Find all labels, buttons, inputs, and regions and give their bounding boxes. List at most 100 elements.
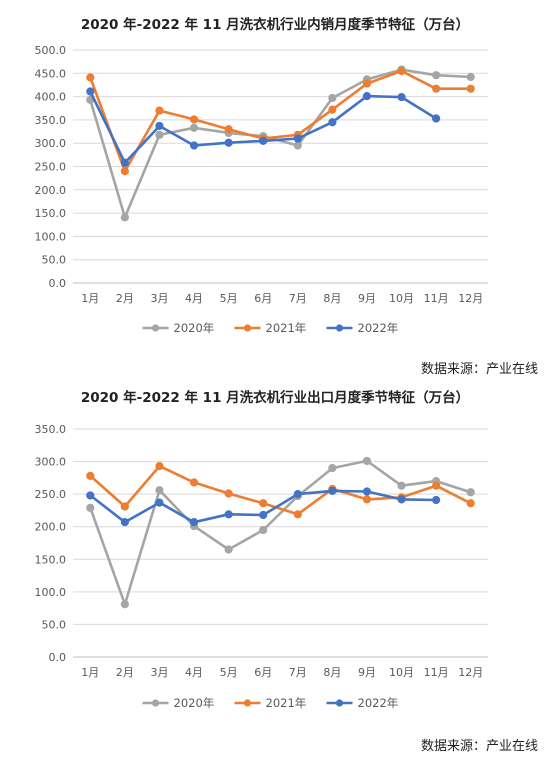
x-tick-label: 10月 — [389, 292, 414, 305]
data-point — [189, 141, 199, 150]
x-tick-label: 11月 — [424, 666, 449, 679]
x-tick-label: 10月 — [389, 666, 414, 679]
x-tick-label: 7月 — [289, 292, 307, 305]
x-tick-label: 3月 — [150, 666, 168, 679]
x-tick-label: 8月 — [323, 666, 341, 679]
data-point — [120, 600, 129, 609]
data-point — [328, 105, 337, 114]
data-point — [224, 138, 233, 147]
y-tick-label: 0.0 — [49, 651, 67, 664]
data-point — [432, 495, 441, 505]
data-point — [224, 125, 233, 134]
y-tick-label: 250.0 — [35, 161, 67, 174]
data-point — [293, 134, 302, 143]
data-point — [432, 481, 441, 490]
series-line — [89, 90, 438, 165]
data-point — [466, 72, 475, 82]
data-source-note: 数据来源：产业在线 — [420, 362, 538, 377]
x-tick-label: 9月 — [358, 666, 376, 679]
chart-title: 2020 年-2022 年 11 月洗衣机行业出口月度季节特征（万台） — [80, 390, 470, 406]
y-tick-label: 400.0 — [35, 91, 67, 104]
y-tick-label: 300.0 — [35, 137, 67, 150]
y-tick-label: 350.0 — [35, 114, 67, 127]
data-point — [259, 499, 268, 508]
legend-marker — [151, 699, 160, 707]
data-point — [155, 486, 164, 495]
x-tick-label: 8月 — [323, 292, 341, 305]
legend-item: 2021年 — [234, 696, 307, 710]
y-tick-label: 0.0 — [49, 277, 67, 290]
data-point — [120, 213, 129, 222]
y-tick-label: 200.0 — [35, 184, 67, 197]
data-point — [466, 84, 475, 93]
legend-label: 2020年 — [174, 321, 215, 335]
data-point — [155, 462, 164, 471]
data-point — [259, 136, 268, 145]
legend-marker — [243, 699, 252, 707]
data-point — [155, 130, 164, 139]
gridlines — [73, 49, 488, 284]
legend-label: 2022年 — [358, 321, 399, 335]
legend-item: 2020年 — [142, 321, 215, 335]
x-tick-label: 5月 — [220, 666, 238, 679]
domestic-sales-line-chart: 0.0 50.0 100.0 150.0 200.0 250.0 300.0 350.0 400… — [35, 44, 488, 335]
legend-item: 2022年 — [326, 321, 399, 335]
x-tick-label: 11月 — [424, 292, 449, 305]
y-tick-label: 350.0 — [35, 423, 67, 436]
data-point — [466, 488, 475, 497]
data-point — [328, 118, 337, 127]
legend-label: 2020年 — [174, 696, 215, 710]
data-point — [120, 502, 129, 511]
data-point — [362, 456, 372, 466]
data-point — [293, 141, 302, 150]
gridlines — [73, 428, 488, 658]
data-point — [120, 167, 129, 176]
x-tick-label: 5月 — [220, 292, 238, 305]
legend-label: 2021年 — [266, 696, 307, 710]
data-point — [86, 73, 95, 82]
data-point — [189, 115, 199, 124]
data-point — [224, 489, 233, 498]
x-tick-label: 6月 — [254, 666, 272, 679]
data-point — [86, 87, 95, 96]
series-2021年 — [86, 462, 475, 519]
data-point — [397, 92, 406, 102]
y-tick-label: 450.0 — [35, 67, 67, 80]
data-point — [259, 510, 268, 520]
y-tick-label: 100.0 — [35, 230, 67, 243]
data-point — [432, 114, 441, 123]
data-point — [397, 495, 406, 504]
chart-title: 2020 年-2022 年 11 月洗衣机行业内销月度季节特征（万台） — [80, 17, 470, 33]
x-tick-label: 7月 — [289, 666, 307, 679]
legend: 2020年 2021年 2022年 — [142, 696, 399, 710]
x-tick-label: 4月 — [185, 666, 203, 679]
y-tick-label: 100.0 — [35, 586, 67, 599]
legend-marker — [335, 699, 344, 707]
data-point — [189, 478, 199, 487]
data-source-note: 数据来源：产业在线 — [420, 739, 538, 754]
legend-label: 2022年 — [358, 696, 399, 710]
legend-marker — [243, 324, 252, 332]
x-tick-label: 2月 — [116, 292, 134, 305]
data-point — [224, 510, 233, 519]
y-tick-label: 200.0 — [35, 521, 67, 534]
y-tick-label: 250.0 — [35, 488, 67, 501]
data-point — [432, 71, 441, 80]
x-tick-label: 12月 — [458, 292, 483, 305]
series-2020年 — [86, 456, 475, 609]
data-point — [328, 93, 337, 103]
x-tick-label: 1月 — [81, 292, 99, 305]
data-point — [155, 121, 164, 131]
y-tick-label: 300.0 — [35, 456, 67, 469]
y-tick-label: 150.0 — [35, 553, 67, 566]
data-point — [432, 84, 441, 93]
data-point — [466, 499, 475, 508]
data-point — [362, 92, 372, 101]
legend-marker — [151, 324, 160, 332]
legend: 2020年 2021年 2022年 — [142, 321, 399, 335]
data-point — [155, 106, 164, 115]
data-point — [86, 491, 95, 500]
x-tick-label: 1月 — [81, 666, 99, 679]
data-point — [155, 498, 164, 507]
y-tick-label: 150.0 — [35, 207, 67, 220]
